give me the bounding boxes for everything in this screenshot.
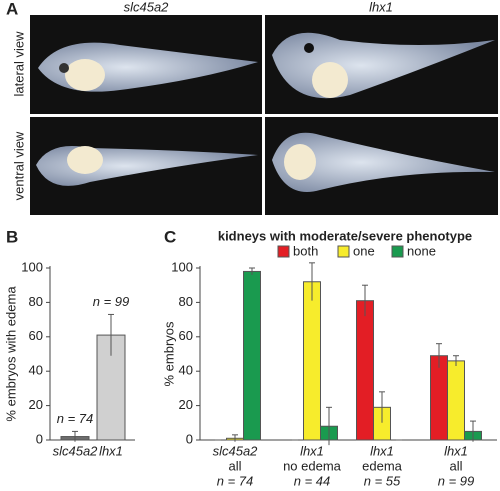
legend-label: both [293, 243, 318, 258]
n-label: n = 55 [364, 473, 401, 486]
row-label: ventral view [11, 131, 26, 200]
category-label: lhx1 [444, 443, 468, 458]
photos [30, 15, 498, 215]
row-label: lateral view [11, 31, 26, 97]
y-tick-label: 100 [171, 259, 193, 274]
legend-swatch [391, 245, 404, 258]
category-label: slc45a2 [213, 443, 259, 458]
category-sublabel: all [449, 458, 462, 473]
bar [430, 355, 448, 441]
y-tick-label: 80 [179, 294, 193, 309]
column-label: slc45a2 [124, 0, 170, 14]
y-tick-label: 80 [29, 294, 43, 309]
legend-label: one [353, 243, 375, 258]
y-tick-label: 0 [36, 431, 43, 446]
category-label: lhx1 [300, 443, 324, 458]
y-tick-label: 40 [29, 363, 43, 378]
legend-label: none [407, 243, 436, 258]
panel-label: B [6, 227, 18, 246]
category-sublabel: edema [362, 458, 403, 473]
category-label: slc45a2 [53, 443, 99, 458]
panel-label: C [164, 227, 176, 246]
bar [356, 300, 374, 441]
category-label: lhx1 [370, 443, 394, 458]
category-sublabel: no edema [283, 458, 342, 473]
y-tick-label: 60 [179, 328, 193, 343]
bar [303, 281, 321, 441]
bar [243, 270, 261, 441]
n-label: n = 74 [217, 473, 254, 486]
category-label: lhx1 [99, 443, 123, 458]
n-label: n = 44 [294, 473, 331, 486]
y-tick-label: 60 [29, 328, 43, 343]
category-sublabel: all [228, 458, 241, 473]
chart-title: kidneys with moderate/severe phenotype [218, 228, 472, 243]
panel-label: A [6, 0, 18, 18]
y-tick-label: 40 [179, 363, 193, 378]
column-label: lhx1 [369, 0, 393, 14]
y-tick-label: 0 [186, 431, 193, 446]
n-annotation: n = 99 [93, 294, 130, 309]
legend-swatch [277, 245, 290, 258]
y-tick-label: 20 [179, 397, 193, 412]
bar [447, 360, 465, 441]
y-axis-label: % embryos [161, 321, 176, 387]
n-annotation: n = 74 [57, 411, 94, 426]
legend-swatch [337, 245, 350, 258]
n-label: n = 99 [438, 473, 475, 486]
y-tick-label: 100 [21, 259, 43, 274]
y-tick-label: 20 [29, 397, 43, 412]
y-axis-label: % embryos with edema [3, 286, 18, 422]
